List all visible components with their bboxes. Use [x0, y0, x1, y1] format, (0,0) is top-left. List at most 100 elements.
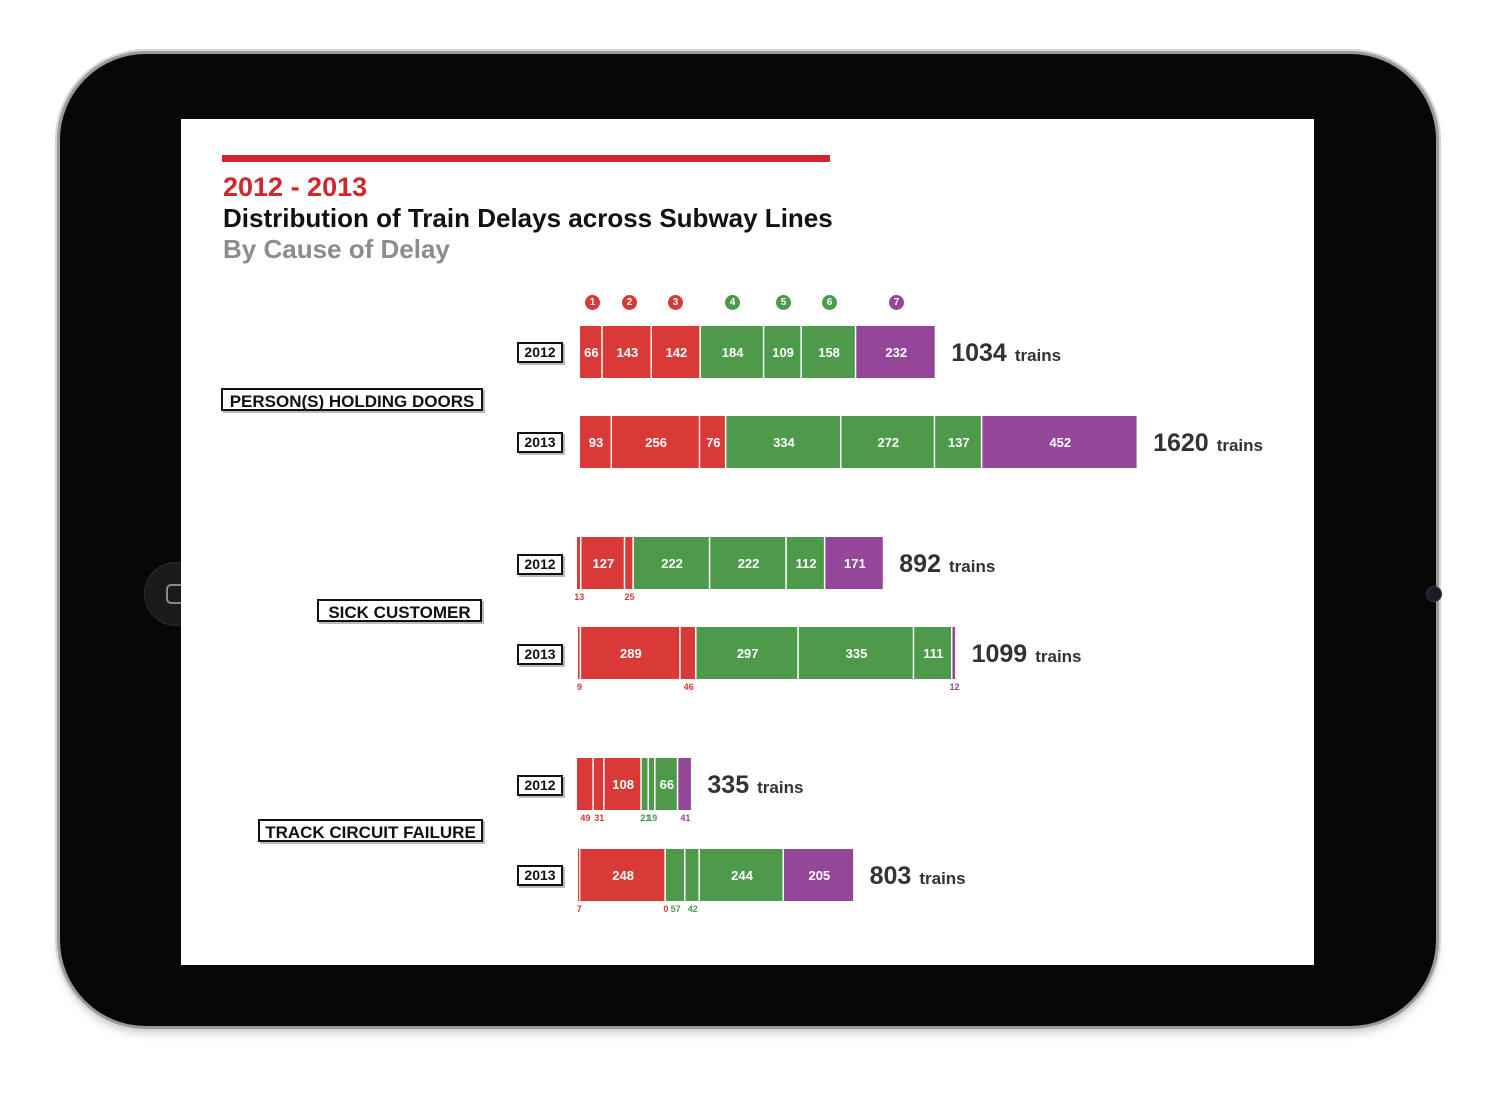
segment-value-label: 335 — [846, 646, 868, 661]
line-6-badge: 6 — [822, 295, 837, 310]
bar-segment-line-6 — [935, 416, 981, 468]
bar-segment-line-5 — [685, 849, 699, 901]
bar-segment-line-6 — [801, 326, 855, 378]
segment-value-label-small: 42 — [688, 904, 698, 914]
line-7-badge: 7 — [889, 295, 904, 310]
segment-value-label-small: 57 — [671, 904, 681, 914]
chart-subtitle: By Cause of Delay — [223, 234, 450, 264]
bar-segment-line-7 — [982, 416, 1137, 468]
cause-label-sick-customer: SICK CUSTOMER — [317, 599, 482, 622]
bar-segment-line-5 — [764, 326, 801, 378]
segment-value-label: 171 — [844, 556, 866, 571]
bar-segment-line-4 — [633, 537, 709, 589]
bar-segment-line-5 — [649, 758, 655, 810]
segment-value-label-small: 12 — [950, 682, 960, 692]
segment-value-label: 334 — [773, 435, 795, 450]
bar-segment-line-3 — [700, 416, 725, 468]
year-label-sick-2013: 2013 — [517, 644, 563, 665]
segment-value-label: 76 — [706, 435, 720, 450]
line-5-badge: 5 — [776, 295, 791, 310]
row-total-label: 1099 trains — [972, 640, 1082, 668]
segment-value-label-small: 21 — [640, 813, 650, 823]
bar-segment-line-7 — [784, 849, 854, 901]
bar-segment-line-5 — [841, 416, 934, 468]
segment-value-label-small: 7 — [577, 904, 582, 914]
bar-segment-line-4 — [641, 758, 648, 810]
segment-value-label: 66 — [584, 345, 598, 360]
segment-value-label: 93 — [589, 435, 603, 450]
segment-value-label: 232 — [885, 345, 907, 360]
segment-value-label-small: 46 — [684, 682, 694, 692]
year-label-track-2013: 2013 — [517, 865, 563, 886]
segment-value-label-small: 0 — [663, 904, 668, 914]
bar-segment-line-7 — [825, 537, 883, 589]
year-label-doors-2013: 2013 — [517, 432, 563, 453]
chart-title: Distribution of Train Delays across Subw… — [223, 203, 833, 233]
bar-segment-line-4 — [726, 416, 840, 468]
bar-segment-line-6 — [655, 758, 677, 810]
cause-label-track-circuit: TRACK CIRCUIT FAILURE — [258, 819, 483, 842]
bar-segment-line-7 — [952, 627, 956, 679]
bar-segment-line-2 — [581, 627, 680, 679]
segment-value-label: 66 — [660, 777, 674, 792]
segment-value-label: 256 — [645, 435, 667, 450]
segment-value-label: 452 — [1049, 435, 1071, 450]
bar-segment-line-1 — [580, 416, 611, 468]
segment-value-label-small: 41 — [680, 813, 690, 823]
segment-value-label-small: 31 — [594, 813, 604, 823]
bar-segment-line-4 — [700, 326, 763, 378]
bar-segment-line-1 — [577, 537, 580, 589]
segment-value-label-small: 49 — [580, 813, 590, 823]
bar-segment-line-1 — [577, 758, 593, 810]
row-total-label: 335 trains — [707, 771, 803, 799]
bar-segment-line-6 — [786, 537, 824, 589]
segment-value-label: 289 — [620, 646, 642, 661]
segment-value-label: 184 — [722, 345, 744, 360]
segment-value-label: 109 — [772, 345, 794, 360]
line-3-badge: 3 — [668, 295, 683, 310]
bar-segment-line-1 — [580, 326, 602, 378]
row-total-label: 1620 trains — [1153, 429, 1263, 457]
bar-segment-line-7 — [678, 758, 691, 810]
title-accent-bar — [222, 155, 830, 162]
row-total-label: 803 trains — [870, 862, 966, 890]
segment-value-label: 143 — [617, 345, 639, 360]
cause-label-holding-doors: PERSON(S) HOLDING DOORS — [221, 388, 483, 411]
line-4-badge: 4 — [725, 295, 740, 310]
camera-icon — [1426, 586, 1442, 602]
row-total-label: 1034 trains — [951, 339, 1061, 367]
segment-value-label: 142 — [666, 345, 688, 360]
segment-value-label: 108 — [612, 777, 634, 792]
segment-value-label: 112 — [796, 556, 817, 571]
bar-segment-line-7 — [856, 326, 935, 378]
segment-value-label-small: 9 — [577, 682, 582, 692]
segment-value-label: 248 — [612, 868, 634, 883]
year-label-doors-2012: 2012 — [517, 342, 563, 363]
bar-segment-line-2 — [580, 849, 665, 901]
year-label-sick-2012: 2012 — [517, 554, 563, 575]
bar-segment-line-2 — [581, 537, 624, 589]
segment-value-label: 297 — [737, 646, 759, 661]
segment-value-label: 158 — [818, 345, 840, 360]
line-2-badge: 2 — [622, 295, 637, 310]
segment-value-label: 111 — [923, 646, 943, 661]
segment-value-label: 205 — [808, 868, 830, 883]
segment-value-label: 272 — [877, 435, 899, 450]
segment-value-label-small: 19 — [647, 813, 657, 823]
segment-value-label: 244 — [731, 868, 753, 883]
bar-segment-line-2 — [593, 758, 604, 810]
segment-value-label: 222 — [661, 556, 683, 571]
bar-segment-line-1 — [578, 627, 580, 679]
bar-segment-line-6 — [699, 849, 783, 901]
segment-value-label: 137 — [948, 435, 970, 450]
year-label-track-2012: 2012 — [517, 775, 563, 796]
segment-value-label: 127 — [593, 556, 615, 571]
line-1-badge: 1 — [585, 295, 600, 310]
segment-value-label-small: 25 — [625, 592, 635, 602]
bar-segment-line-5 — [798, 627, 913, 679]
segment-value-label: 222 — [738, 556, 760, 571]
bar-segment-line-4 — [696, 627, 798, 679]
row-total-label: 892 trains — [899, 550, 995, 578]
segment-value-label-small: 13 — [574, 592, 584, 602]
